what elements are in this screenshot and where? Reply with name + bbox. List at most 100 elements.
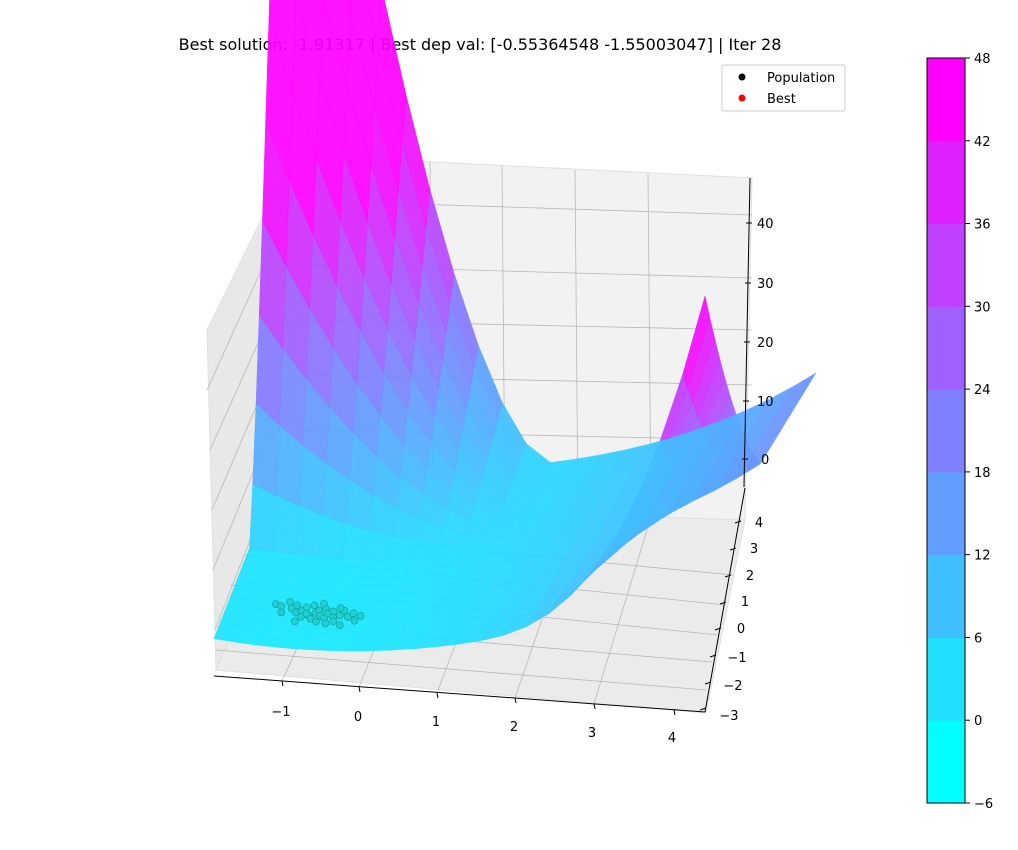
y-tick-label: −1 [727, 651, 746, 666]
surface-patch [327, 583, 355, 594]
y-ticks: −3 −2 −1 0 1 2 3 4 [699, 516, 763, 724]
population-point [290, 617, 299, 626]
population-point [329, 617, 337, 626]
population-point [286, 598, 294, 606]
y-tick-label: 4 [755, 516, 763, 531]
y-tick-label: 0 [737, 622, 745, 637]
surface-patch [366, 601, 394, 611]
surface-patch [324, 591, 352, 602]
population-point [350, 616, 359, 625]
grid-line [593, 516, 652, 705]
surface-patch [338, 558, 366, 569]
population-point [277, 608, 286, 617]
population-points [272, 598, 365, 630]
colorbar-band [927, 58, 965, 142]
surface-patch [396, 583, 425, 594]
surface-patch [335, 566, 363, 577]
grid-line [574, 169, 579, 515]
colorbar-bands [927, 58, 965, 804]
surface-mesh [213, 0, 817, 652]
colorbar-tick-label: −6 [974, 797, 993, 812]
x-axis-line [213, 675, 706, 713]
colorbar-tick-label: 12 [974, 549, 991, 564]
y-tick-label: 2 [746, 569, 754, 584]
grid-line [215, 649, 707, 691]
colorbar-tick-label: 18 [974, 466, 991, 481]
x-tick-label: 2 [510, 720, 518, 735]
y-tick-label: 1 [741, 595, 749, 610]
surface-patch [347, 592, 375, 602]
z-tick-label: 0 [761, 453, 769, 468]
legend: Population Best [721, 64, 846, 112]
colorbar-tick-label: 30 [974, 300, 991, 315]
y-tick-label: −2 [723, 679, 742, 694]
colorbar-tick-label: 48 [974, 52, 991, 67]
x-tick-label: 4 [668, 731, 676, 746]
x-tick-label: 3 [588, 726, 596, 741]
surface-patch [331, 574, 359, 585]
population-point [277, 602, 286, 610]
population-point [320, 599, 328, 608]
surface-patch [354, 576, 382, 586]
surface-patch [388, 600, 417, 610]
surface-patch [346, 0, 352, 15]
surface-patch [369, 641, 397, 652]
surface-patch [362, 609, 390, 619]
colorbar-tick-label: 0 [974, 714, 982, 729]
legend-box [721, 64, 846, 112]
z-tick-label: 20 [757, 336, 774, 351]
surface-patch [435, 543, 463, 560]
z-ticks: 0 10 20 30 40 [742, 217, 774, 468]
surface-patch [384, 559, 413, 569]
surface-patch [343, 600, 371, 611]
surface-patch [485, 536, 514, 547]
population-point [336, 611, 344, 620]
population-point [312, 617, 320, 626]
population-point [356, 612, 365, 620]
z-tick-label: 40 [757, 217, 774, 232]
surface-patch [373, 633, 401, 643]
surface-patch [377, 576, 405, 586]
colorbar-band [927, 223, 965, 307]
surface-patch [268, 0, 297, 92]
x-tick-label: −1 [271, 705, 290, 720]
population-point [297, 612, 305, 621]
surface-patch [295, 0, 324, 80]
surface-patch [303, 640, 330, 651]
y-tick-label: −3 [719, 709, 738, 724]
surface-patch [358, 567, 386, 578]
surface-patch [366, 0, 381, 48]
surface-patch [373, 584, 402, 594]
population-point [293, 601, 302, 610]
population-point [310, 601, 319, 610]
surface-patch [381, 568, 409, 578]
surface-patch [355, 625, 382, 635]
surface-patch [358, 617, 386, 627]
legend-marker-best [738, 94, 746, 102]
colorbar-band [927, 554, 965, 638]
population-point [336, 604, 345, 612]
y-axis-line [704, 487, 746, 713]
colorbar-frame [926, 57, 966, 804]
colorbar-band [927, 637, 965, 721]
surface-patch [377, 625, 405, 635]
surface-patch [350, 584, 379, 594]
surface-patch [249, 483, 277, 552]
surface-patch [351, 634, 379, 644]
surface-patch [400, 575, 428, 586]
legend-label-best: Best [767, 92, 796, 107]
surface-patch [381, 616, 409, 627]
surface-patch [347, 642, 375, 652]
surface-patch [325, 642, 352, 652]
colorbar-tick-label: 24 [974, 383, 991, 398]
x-ticks: −1 0 1 2 3 4 [271, 680, 676, 746]
surface-patch [272, 495, 300, 555]
population-point [321, 619, 330, 628]
surface-patch [328, 633, 356, 644]
colorbar-band [927, 471, 965, 556]
colorbar-band [927, 306, 965, 390]
legend-marker-population [738, 73, 746, 81]
z-tick-label: 10 [757, 395, 774, 410]
surface-patch [392, 592, 421, 602]
